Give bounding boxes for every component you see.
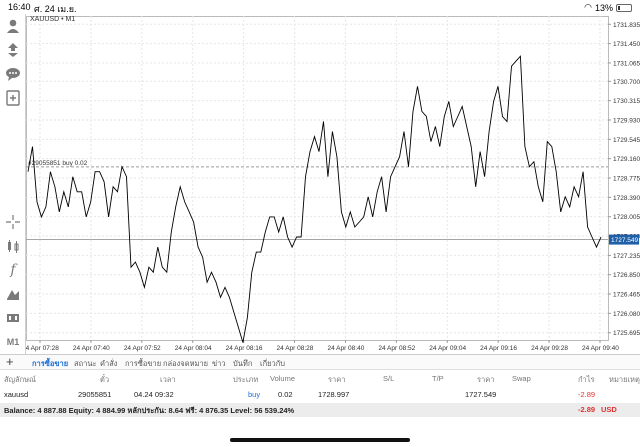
row-open-price: 1728.997 (318, 390, 350, 399)
col-type: ประเภท (233, 375, 259, 384)
col-sl: S/L (383, 374, 395, 383)
battery-percent: 13% (594, 2, 613, 13)
x-tick-label: 24 Apr 08:04 (175, 345, 212, 352)
row-current-price: 1727.549 (465, 390, 497, 399)
status-date: ศ. 24 เม.ย. (34, 4, 77, 14)
row-symbol: xauusd (4, 390, 29, 399)
trade-icon[interactable] (5, 42, 21, 58)
order-line-label: #29055851 buy 0.02 (28, 160, 88, 167)
x-tick-label: 24 Apr 09:16 (480, 345, 517, 352)
tab-orders[interactable]: คำสั่ง (100, 359, 118, 368)
col-swap: Swap (512, 374, 531, 383)
tab-news[interactable]: ข่าว (212, 359, 226, 368)
y-tick-label: 1725.695 (613, 330, 640, 337)
balance-summary: Balance: 4 887.88 Equity: 4 884.99 หลักป… (4, 406, 295, 415)
y-tick-label: 1730.700 (613, 79, 640, 86)
add-chart-icon[interactable] (5, 90, 21, 106)
tab-journal[interactable]: บันทึก (233, 359, 253, 368)
y-tick-label: 1729.160 (613, 156, 640, 163)
y-tick-label: 1726.850 (613, 272, 640, 279)
col-profit: กำไร (578, 375, 595, 384)
row-volume: 0.02 (278, 390, 293, 399)
x-tick-label: 24 Apr 07:40 (73, 345, 110, 352)
col-current-price: ราคา (477, 375, 495, 384)
user-icon[interactable] (5, 18, 21, 34)
row-profit: -2.89 (578, 390, 596, 399)
col-tp: T/P (432, 374, 444, 383)
y-tick-label: 1729.930 (613, 117, 640, 124)
wifi-icon: ◠ (584, 2, 592, 12)
x-tick-label: 24 Apr 07:28 (26, 345, 59, 352)
x-tick-label: 24 Apr 09:40 (582, 345, 619, 352)
period-m1-label[interactable]: M1 (6, 337, 20, 347)
status-bar: 16:40 ศ. 24 เม.ย. ◠ 13% (0, 0, 640, 14)
chart-symbol-label: XAUUSD • M1 (30, 16, 76, 23)
y-tick-label: 1731.065 (613, 60, 640, 67)
candles-icon[interactable] (5, 238, 21, 254)
col-symbol: สัญลักษณ์ (4, 375, 37, 384)
y-tick-label: 1728.005 (613, 214, 640, 221)
col-volume: Volume (270, 374, 296, 383)
price-chart[interactable]: 1731.835 1731.450 1731.065 1730.700 1730.315… (22, 14, 640, 354)
col-price: ราคา (328, 375, 346, 384)
col-ticket: ตั๋ว (100, 375, 110, 384)
y-tick-label: 1731.450 (613, 41, 640, 48)
current-price-tag (609, 234, 639, 245)
balance-bar: Balance: 4 887.88 Equity: 4 884.99 หลักป… (0, 403, 640, 417)
function-icon[interactable]: f (10, 262, 16, 278)
toolbox-tabs: + การซื้อขาย สถานะ คำสั่ง การซื้อขาย กล่… (0, 354, 640, 370)
y-tick-label: 1728.390 (613, 195, 640, 202)
col-comment: หมายเหตุ (609, 375, 640, 384)
x-tick-label: 24 Apr 08:40 (327, 345, 364, 352)
y-tick-label: 1728.775 (613, 176, 640, 183)
x-tick-label: 24 Apr 09:04 (429, 345, 466, 352)
x-tick-label: 24 Apr 08:16 (226, 345, 263, 352)
objects-icon[interactable] (5, 286, 21, 302)
row-ticket: 29055851 (78, 390, 112, 399)
tab-about[interactable]: เกี่ยวกับ (260, 359, 286, 368)
battery-icon (616, 3, 632, 12)
x-tick-label: 24 Apr 08:28 (277, 345, 314, 352)
row-time: 04.24 09:32 (134, 390, 174, 399)
chart-svg[interactable]: 1731.835 1731.450 1731.065 1730.700 1730.315… (22, 14, 640, 354)
table-row[interactable]: xauusd 29055851 04.24 09:32 buy 0.02 172… (0, 388, 640, 402)
y-tick-label: 1727.235 (613, 253, 640, 260)
tab-exposure[interactable]: สถานะ (74, 359, 97, 368)
price-series-line (27, 55, 602, 343)
y-tick-label: 1726.465 (613, 292, 640, 299)
y-tick-label: 1731.835 (613, 22, 640, 29)
crosshair-icon[interactable] (5, 214, 21, 230)
y-tick-label: 1729.545 (613, 137, 640, 144)
x-tick-label: 24 Apr 09:28 (531, 345, 568, 352)
balance-profit: -2.89 (578, 405, 596, 414)
left-toolbar: f M1 (0, 14, 26, 354)
balance-currency: USD (601, 405, 617, 414)
tab-history[interactable]: การซื้อขาย (125, 359, 162, 368)
add-button[interactable]: + (6, 354, 14, 369)
status-time: 16:40 (8, 2, 31, 12)
current-price-tag-label: 1727.549 (611, 237, 638, 244)
chat-icon[interactable] (5, 66, 21, 82)
trade-table-header: สัญลักษณ์ ตั๋ว เวลา ประเภท Volume ราคา S… (0, 372, 640, 386)
row-type: buy (248, 390, 261, 399)
home-indicator[interactable] (230, 438, 410, 442)
y-tick-label: 1726.080 (613, 311, 640, 318)
timeframe-icon[interactable] (5, 310, 21, 326)
col-time: เวลา (160, 375, 176, 384)
y-tick-label: 1730.315 (613, 98, 640, 105)
status-right: ◠ 13% (584, 2, 632, 13)
x-tick-label: 24 Apr 08:52 (378, 345, 415, 352)
tab-mailbox[interactable]: กล่องจดหมาย (163, 359, 209, 368)
x-tick-label: 24 Apr 07:52 (124, 345, 161, 352)
tab-trade[interactable]: การซื้อขาย (32, 359, 69, 368)
